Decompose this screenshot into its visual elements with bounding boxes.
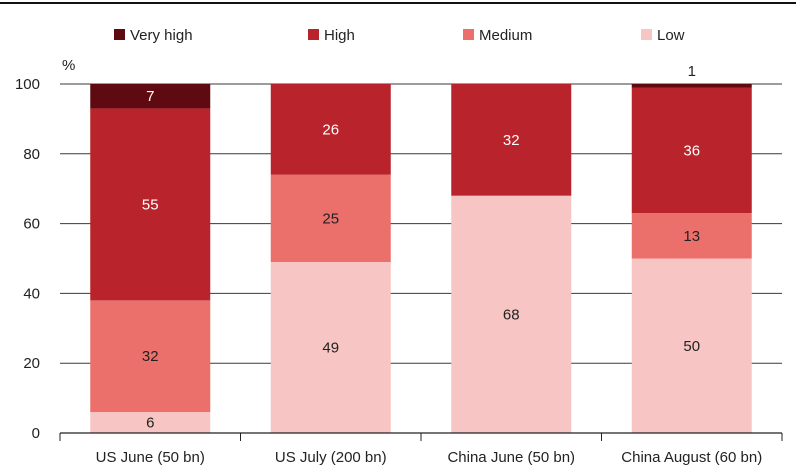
bars — [90, 84, 752, 433]
data-label: 25 — [322, 210, 339, 227]
data-label: 13 — [683, 228, 700, 245]
y-tick-label: 40 — [23, 285, 40, 302]
data-label: 32 — [503, 132, 520, 149]
bar-segment-low — [270, 261, 391, 433]
bar-segment-high — [631, 87, 752, 214]
bar-segment-very-high — [631, 84, 752, 88]
y-tick-label: 20 — [23, 355, 40, 372]
bar-segment-low — [451, 195, 572, 433]
data-label: 26 — [322, 121, 339, 138]
data-label: 7 — [146, 88, 154, 105]
legend-swatch-low — [641, 29, 652, 40]
y-tick-label: 80 — [23, 146, 40, 163]
legend-label: High — [324, 27, 355, 44]
axes: 0 20 40 60 80 100 US June (50 bn) US July (200 … — [15, 76, 783, 466]
bar-segment-medium — [90, 300, 211, 413]
data-label: 32 — [142, 348, 159, 365]
legend: Very high High Medium Low — [114, 27, 685, 44]
x-category-label: China June (50 bn) — [447, 449, 575, 466]
y-tick-label: 100 — [15, 76, 40, 93]
x-category-label: China August (60 bn) — [621, 449, 762, 466]
data-label: 49 — [322, 339, 339, 356]
bar-segment-high — [270, 84, 391, 175]
legend-swatch-medium — [463, 29, 474, 40]
data-label: 50 — [683, 338, 700, 355]
bar-segment-high — [451, 84, 572, 196]
legend-label: Medium — [479, 27, 532, 44]
y-tick-label: 0 — [32, 425, 40, 442]
bar-segment-high — [90, 108, 211, 301]
bar-segment-medium — [631, 213, 752, 259]
data-label: 55 — [142, 196, 159, 213]
data-label: 36 — [683, 142, 700, 159]
data-labels: 6 32 55 7 49 25 26 68 32 50 13 36 1 — [142, 63, 700, 432]
legend-swatch-very-high — [114, 29, 125, 40]
data-label: 6 — [146, 415, 154, 432]
bar-segment-low — [631, 258, 752, 433]
legend-swatch-high — [308, 29, 319, 40]
data-label: 1 — [688, 63, 696, 80]
y-tick-label: 60 — [23, 216, 40, 233]
x-category-label: US June (50 bn) — [96, 449, 205, 466]
legend-label: Very high — [130, 27, 193, 44]
legend-label: Low — [657, 27, 685, 44]
bar-segment-very-high — [90, 84, 211, 109]
bar-segment-low — [90, 412, 211, 433]
bar-segment-medium — [270, 174, 391, 262]
data-label: 68 — [503, 306, 520, 323]
y-axis-unit-label: % — [62, 57, 75, 74]
x-category-label: US July (200 bn) — [275, 449, 387, 466]
